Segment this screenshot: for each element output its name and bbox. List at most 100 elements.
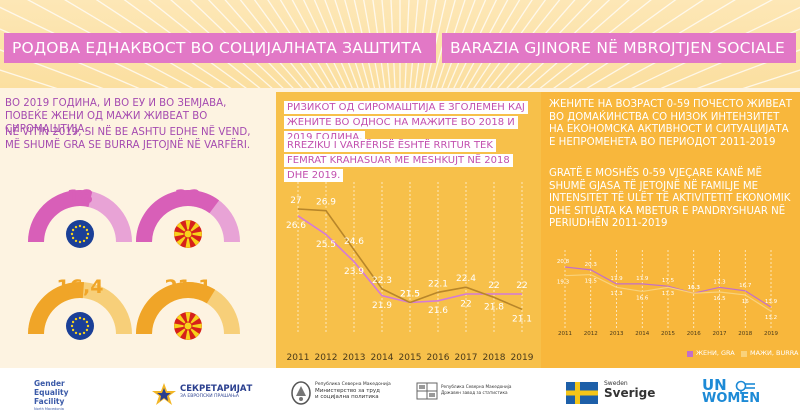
data-label: 19.3: [557, 280, 570, 286]
x-tick-label: 2019: [764, 331, 778, 337]
stat-logo: Република Северна Македонија Државен зав…: [441, 384, 512, 396]
coat-of-arms-icon: [291, 381, 311, 405]
x-tick-label: 2013: [343, 353, 366, 363]
data-label: 20.3: [585, 262, 598, 268]
data-label: 21.1: [512, 315, 532, 325]
legend-men-swatch: [741, 351, 747, 357]
stat-office-icon: [416, 382, 438, 400]
title-mk: РОДОВА ЕДНАКВОСТ ВО СОЦИЈАЛНАТА ЗАШТИТА: [12, 39, 422, 57]
mtsp-line1: Република Северна Македонија: [315, 382, 391, 387]
data-label: 16.5: [713, 296, 726, 302]
gauge-value-eu-men: 16,4: [56, 276, 104, 298]
x-tick-label: 2016: [687, 331, 701, 337]
x-tick-label: 2017: [455, 353, 478, 363]
right-text-mk: ЖЕНИТЕ НА ВОЗРАСТ 0-59 ПОЧЕСТО ЖИВЕАТ ВО…: [549, 99, 792, 148]
data-label: 22.3: [372, 276, 392, 286]
data-label: 17.9: [636, 276, 649, 282]
sweden-logo: Sweden Sverige: [604, 380, 655, 400]
data-label: 13.9: [765, 299, 778, 305]
data-label: 16.7: [739, 283, 752, 289]
data-label: 17.9: [610, 276, 623, 282]
series-line-1: [297, 208, 523, 311]
data-label: 22.1: [428, 279, 448, 289]
x-tick-label: 2019: [511, 353, 534, 363]
data-label: 16.3: [688, 285, 701, 291]
legend-men-label: МАЖИ, BURRA: [750, 349, 799, 357]
data-label: 17.3: [713, 279, 726, 285]
gef-line3: Facility: [34, 397, 65, 406]
data-label: 22: [488, 281, 499, 291]
stat-line2: Државен завод за статистика: [441, 390, 508, 395]
middle-text-mk: РИЗИКОТ ОД СИРОМАШТИЈА Е ЗГОЛЕМЕН КАЈ ЖЕ…: [284, 100, 534, 145]
data-label: 21.9: [372, 301, 392, 311]
un-women-bottom: WOMEN: [702, 391, 761, 406]
x-tick-label: 2015: [399, 353, 422, 363]
data-label: 22: [516, 281, 527, 291]
eu-flag-icon: [66, 220, 94, 248]
data-label: 16.6: [636, 295, 649, 301]
data-label: 26.6: [286, 221, 306, 231]
stat-line1: Република Северна Македонија: [441, 384, 512, 389]
gauge-fill-eu-women: [28, 190, 93, 242]
gauge-fill-eu-men: [28, 282, 85, 334]
poverty-chart-panel: РИЗИКОТ ОД СИРОМАШТИЈА Е ЗГОЛЕМЕН КАЈ ЖЕ…: [276, 92, 541, 368]
data-label: 21.5: [400, 290, 420, 300]
data-label: 25.5: [316, 240, 336, 250]
sek-title: СЕКРЕТАРИЈАТ: [180, 384, 253, 394]
sweden-main: Sverige: [604, 386, 656, 400]
gauge-fill-mk-women: [136, 190, 220, 242]
mtsp-logo: Република Северна Македонија Министерств…: [315, 382, 391, 400]
un-women-symbol-icon: [735, 380, 755, 394]
data-label: 21.6: [428, 306, 448, 316]
gef-logo: Gender Equality Facility North Macedonia: [34, 379, 69, 412]
data-label: 13.2: [765, 315, 777, 321]
header-banner: РОДОВА ЕДНАКВОСТ ВО СОЦИЈАЛНАТА ЗАШТИТА …: [0, 0, 800, 88]
legend-women-swatch: [687, 351, 693, 357]
left-text-mk: ВО 2019 ГОДИНА, И ВО ЕУ И ВО ЗЕМЈАВА, ПО…: [5, 98, 227, 135]
left-text-sq: NË VITIN 2019, SI NË BE ASHTU EDHE NË VE…: [5, 127, 251, 151]
data-label: 22: [460, 299, 471, 309]
title-bar-sq: BARAZIA GJINORE NË MBROJTJEN SOCIALE: [442, 33, 796, 63]
gauge-value-eu-women: 18: [66, 186, 94, 208]
gauge-value-mk-women: 22: [174, 186, 202, 208]
series-line-1: [564, 273, 772, 312]
un-women-logo: UN WOMEN: [702, 378, 760, 406]
middle-text-sq: RREZIKU I VARFËRISË ËSHTË RRITUR TEK FEM…: [284, 138, 534, 183]
eu-flag-icon: [66, 312, 94, 340]
gauges-panel: ВО 2019 ГОДИНА, И ВО ЕУ И ВО ЗЕМЈАВА, ПО…: [0, 92, 276, 368]
mtsp-line2: Министерство за труд: [315, 388, 380, 394]
data-label: 22.4: [456, 274, 476, 284]
data-label: 20.8: [557, 259, 570, 265]
data-label: 24.6: [344, 237, 364, 247]
data-label: 19.5: [585, 278, 598, 284]
x-tick-label: 2015: [661, 331, 675, 337]
x-tick-label: 2018: [483, 353, 506, 363]
gef-line2: Equality: [34, 388, 69, 397]
data-label: 26.9: [316, 198, 336, 208]
data-label: 23.9: [344, 267, 364, 277]
un-women-top: UN: [702, 376, 727, 394]
swedish-flag-icon: [566, 382, 598, 404]
x-tick-label: 2014: [371, 353, 394, 363]
work-intensity-chart: 2011 2012 2013 2014 2015 2016 2017 2018 2019 20.8…: [557, 250, 778, 337]
data-label: 16.3: [688, 285, 701, 291]
data-label: 27: [290, 196, 301, 206]
x-tick-label: 2011: [558, 331, 572, 337]
mtsp-line3: и социјална политика: [315, 394, 379, 400]
gef-line1: Gender: [34, 379, 65, 388]
sek-logo: СЕКРЕТАРИЈАТ ЗА ЕВРОПСКИ ПРАШАЊА: [180, 384, 252, 399]
gauge-value-mk-men: 21,1: [164, 276, 212, 298]
poverty-line-chart: 2011 2012 2013 2014 2015 2016 2017 2018 2019 26.6…: [286, 182, 534, 363]
x-tick-label: 2016: [427, 353, 450, 363]
gauges-svg: [28, 190, 240, 340]
data-label: 16: [742, 299, 749, 305]
series-line-0: [564, 266, 772, 308]
legend-women-label: ЖЕНИ, GRA: [696, 349, 735, 357]
x-tick-label: 2012: [584, 331, 598, 337]
sek-subtitle: ЗА ЕВРОПСКИ ПРАШАЊА: [180, 394, 239, 399]
title-bar-mk: РОДОВА ЕДНАКВОСТ ВО СОЦИЈАЛНАТА ЗАШТИТА: [4, 33, 436, 63]
x-tick-label: 2011: [287, 353, 310, 363]
data-label: 21.5: [400, 290, 420, 300]
footer-logos: Gender Equality Facility North Macedonia…: [0, 368, 800, 420]
work-intensity-panel: ЖЕНИТЕ НА ВОЗРАСТ 0-59 ПОЧЕСТО ЖИВЕАТ ВО…: [541, 92, 800, 368]
